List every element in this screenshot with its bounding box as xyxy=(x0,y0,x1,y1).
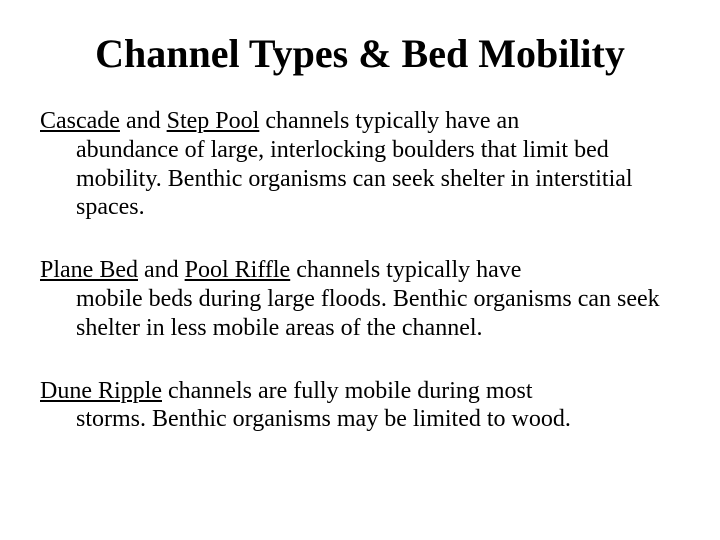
term-dune-ripple: Dune Ripple xyxy=(40,378,162,404)
term-pool-riffle: Pool Riffle xyxy=(185,257,291,283)
slide: Channel Types & Bed Mobility Cascade and… xyxy=(0,0,720,540)
term-step-pool: Step Pool xyxy=(167,108,260,134)
paragraph-cascade-step-pool: Cascade and Step Pool channels typically… xyxy=(40,107,680,222)
text-tail-3: channels are fully mobile during most xyxy=(162,378,533,404)
term-plane-bed: Plane Bed xyxy=(40,257,138,283)
text-and-2: and xyxy=(138,257,185,283)
text-tail-1: channels typically have an xyxy=(259,108,519,134)
text-rest-2: mobile beds during large floods. Benthic… xyxy=(40,285,680,343)
paragraph-dune-ripple: Dune Ripple channels are fully mobile du… xyxy=(40,377,680,435)
slide-title: Channel Types & Bed Mobility xyxy=(40,30,680,77)
text-rest-3: storms. Benthic organisms may be limited… xyxy=(40,405,680,434)
text-tail-2: channels typically have xyxy=(290,257,521,283)
text-rest-1: abundance of large, interlocking boulder… xyxy=(40,136,680,222)
term-cascade: Cascade xyxy=(40,108,120,134)
text-and-1: and xyxy=(120,108,167,134)
paragraph-plane-bed-pool-riffle: Plane Bed and Pool Riffle channels typic… xyxy=(40,256,680,342)
